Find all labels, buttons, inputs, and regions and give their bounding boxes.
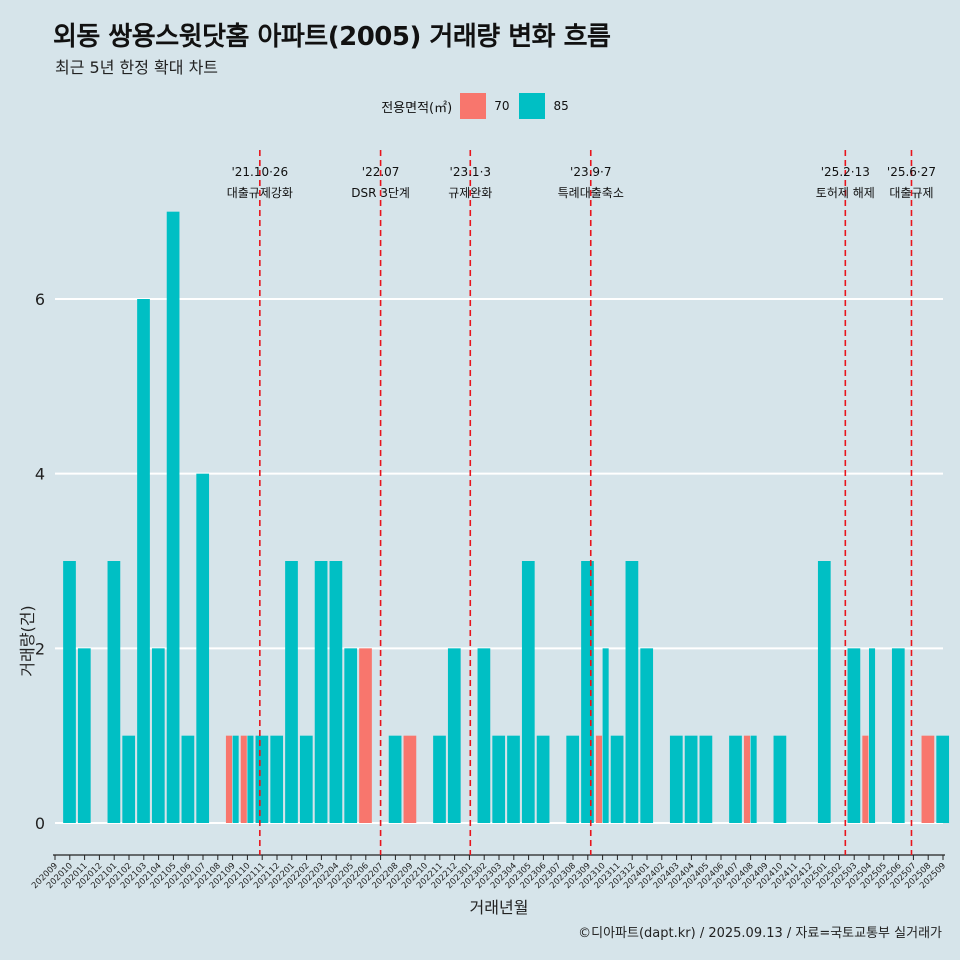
event-date-1: '21.10·26 (231, 165, 288, 179)
event-label-3: 규제완화 (448, 186, 492, 200)
bar-85-202509 (936, 735, 950, 823)
bar-85-202011 (77, 648, 91, 823)
bar-85-202212 (447, 648, 461, 823)
legend-swatch-85 (519, 93, 546, 119)
bar-85-202308 (566, 735, 580, 823)
legend-swatch-70 (460, 93, 487, 119)
bar-85-202401 (640, 648, 654, 823)
bar-85-202305 (521, 561, 535, 823)
bar-85-202503 (847, 648, 861, 823)
bar-85-202010 (63, 561, 76, 823)
event-label-6: 대출규제 (889, 186, 933, 200)
event-date-3: '23.1·3 (450, 165, 491, 179)
bar-70-202206 (359, 648, 372, 823)
bar-85-202103 (137, 299, 150, 823)
bar-85-202107 (196, 473, 210, 823)
bar-85-202101 (107, 561, 121, 823)
bar-70-202508 (921, 735, 935, 823)
bar-85-202403 (669, 735, 683, 823)
bar-85-202404 (684, 735, 698, 823)
bar-85-202109 (232, 735, 239, 823)
bar-85-202310 (602, 648, 609, 823)
bar-85-202211 (433, 735, 446, 823)
event-date-4: '23.9·7 (570, 165, 611, 179)
bar-85-202203 (314, 561, 328, 823)
event-label-5: 토허제 해제 (816, 186, 875, 200)
x-axis-title: 거래년월 (470, 898, 529, 917)
bar-70-202109 (225, 735, 232, 823)
bar-85-202504 (869, 648, 876, 823)
bar-85-202105 (166, 211, 180, 824)
bar-85-202309 (581, 561, 594, 823)
bar-85-202104 (151, 648, 165, 823)
event-date-2: '22.07 (362, 165, 400, 179)
bar-85-202205 (344, 648, 358, 823)
bar-70-202504 (862, 735, 869, 823)
bar-70-202408 (743, 735, 750, 823)
bar-85-202306 (536, 735, 550, 823)
ytick-label-2: 2 (35, 639, 45, 658)
legend: 전용면적(㎡) 70 85 (0, 93, 960, 119)
bar-70-202209 (403, 735, 417, 823)
legend-label-85: 85 (553, 99, 569, 113)
bar-85-202302 (477, 648, 491, 823)
ytick-label-4: 4 (35, 465, 45, 484)
y-axis-title: 거래량(건) (18, 605, 37, 676)
event-date-5: '25.2·13 (821, 165, 870, 179)
event-date-6: '25.6·27 (887, 165, 936, 179)
bar-85-202111 (255, 735, 269, 823)
event-label-4: 특례대출축소 (558, 186, 624, 200)
bar-85-202304 (507, 735, 520, 823)
event-label-1: 대출규제강화 (227, 186, 293, 200)
bar-85-202405 (699, 735, 713, 823)
ytick-label-0: 0 (35, 814, 45, 833)
bar-85-202501 (817, 561, 831, 823)
ytick-label-6: 6 (35, 290, 45, 309)
legend-title: 전용면적(㎡) (381, 100, 453, 116)
bar-85-202204 (329, 561, 343, 823)
bar-85-202312 (625, 561, 639, 823)
bar-85-202112 (270, 735, 284, 823)
legend-label-70: 70 (494, 99, 510, 113)
bar-85-202410 (773, 735, 787, 823)
bar-85-202506 (891, 648, 905, 823)
bar-85-202311 (610, 735, 624, 823)
bar-85-202106 (181, 735, 195, 823)
bar-85-202408 (750, 735, 757, 823)
bar-70-202110 (240, 735, 247, 823)
event-label-2: DSR 3단계 (351, 186, 410, 200)
bar-70-202310 (595, 735, 602, 823)
bar-85-202202 (299, 735, 313, 823)
chart-subtitle: 최근 5년 한정 확대 차트 (55, 58, 219, 77)
bar-85-202208 (388, 735, 402, 823)
chart-title: 외동 쌍용스윗닷홈 아파트(2005) 거래량 변화 흐름 (53, 22, 611, 52)
bar-85-202102 (122, 735, 136, 823)
bar-85-202110 (247, 735, 254, 823)
bar-85-202407 (729, 735, 742, 823)
bar-85-202303 (492, 735, 506, 823)
caption: ©디아파트(dapt.kr) / 2025.09.13 / 자료=국토교통부 실… (578, 926, 942, 941)
bar-85-202201 (285, 561, 298, 823)
